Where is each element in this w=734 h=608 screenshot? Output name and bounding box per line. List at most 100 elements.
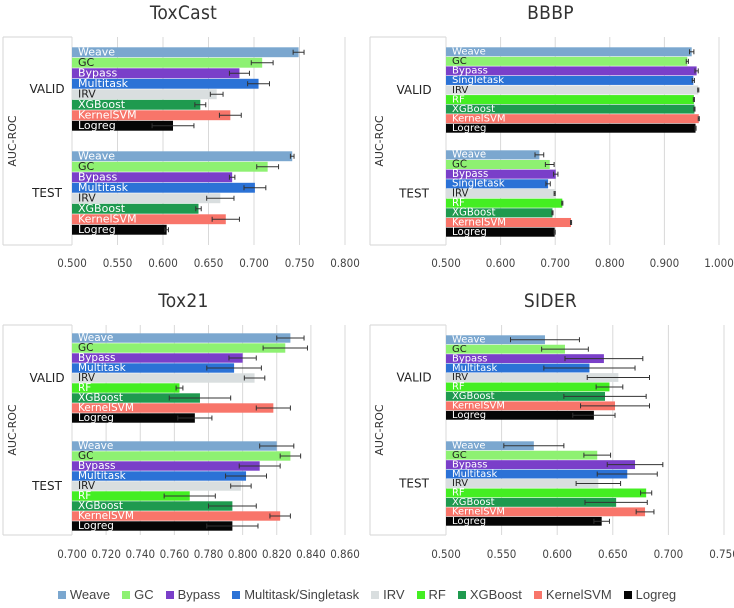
legend-swatch bbox=[165, 590, 174, 599]
bar-label: IRV bbox=[452, 478, 468, 489]
bar-label: Singletask bbox=[452, 75, 504, 86]
bar-bypass bbox=[72, 172, 233, 183]
legend-item-weave: Weave bbox=[57, 587, 110, 602]
bar-label: KernelSVM bbox=[452, 113, 505, 124]
bar-label: Logreg bbox=[452, 516, 486, 527]
bar-rf bbox=[72, 383, 180, 393]
legend-label: GC bbox=[134, 587, 154, 602]
x-tick-label: 0.600 bbox=[148, 256, 178, 270]
y-axis-label: AUC-ROC bbox=[373, 115, 386, 167]
bar-irv bbox=[72, 373, 255, 383]
bar-label: RF bbox=[452, 94, 465, 105]
bar-xgboost bbox=[446, 391, 606, 401]
bar-label: Weave bbox=[78, 440, 113, 452]
y-axis-label: AUC-ROC bbox=[373, 404, 386, 456]
bar-label: Multitask bbox=[78, 77, 129, 90]
legend-swatch bbox=[371, 590, 380, 599]
bar-label: KernelSVM bbox=[78, 109, 137, 122]
bar-logreg bbox=[72, 120, 174, 131]
bar-weave bbox=[446, 441, 534, 451]
x-tick-label: 0.760 bbox=[160, 547, 190, 561]
x-tick-label: 0.600 bbox=[542, 547, 572, 561]
plot-area: 0.500 0.600 0.700 0.800 0.900 1.000 AUC-ROC VAL… bbox=[369, 36, 734, 270]
bar-kernelsvm bbox=[72, 403, 274, 413]
bar-multitask bbox=[72, 182, 255, 193]
bar-xgboost bbox=[446, 497, 617, 507]
bar-label: Logreg bbox=[452, 410, 486, 421]
bar-label: GC bbox=[78, 450, 93, 462]
bar-label: Logreg bbox=[78, 412, 114, 424]
x-tick-label: 1.000 bbox=[704, 256, 734, 270]
bar-weave bbox=[446, 335, 545, 345]
bar-label: Weave bbox=[452, 440, 485, 451]
x-tick-label: 0.600 bbox=[486, 256, 516, 270]
bar-rf bbox=[446, 488, 647, 498]
bar-label: GC bbox=[452, 56, 467, 67]
x-tick-label: 0.780 bbox=[194, 547, 224, 561]
x-tick-label: 0.900 bbox=[650, 256, 680, 270]
bar-label: Weave bbox=[452, 150, 486, 161]
bar-bypass bbox=[72, 68, 240, 79]
bar-label: RF bbox=[452, 488, 465, 499]
bar-label: Weave bbox=[78, 46, 115, 59]
bar-logreg bbox=[446, 410, 594, 420]
legend-swatch bbox=[533, 590, 542, 599]
bar-label: Multitask bbox=[78, 470, 127, 482]
chart-title: ToxCast bbox=[149, 2, 218, 24]
bar-label: XGBoost bbox=[78, 98, 126, 111]
chart-toxcast: ToxCast 0.500 0.550 0.600 0.650 0.700 0.750 0.… bbox=[0, 0, 367, 290]
plot-area: 0.500 0.550 0.600 0.650 0.700 0.750 0.800 AUC-R… bbox=[2, 36, 360, 270]
bar-label: KernelSVM bbox=[78, 213, 137, 226]
x-tick-label: 0.550 bbox=[487, 547, 517, 561]
bar-rf bbox=[446, 382, 610, 392]
legend-item-logreg: Logreg bbox=[623, 587, 676, 602]
bar-label: Multitask bbox=[452, 469, 497, 480]
x-tick-label: 0.700 bbox=[57, 547, 87, 561]
bar-weave bbox=[446, 150, 540, 160]
bar-singletask bbox=[446, 75, 694, 85]
bar-rf bbox=[446, 198, 563, 208]
group-label: VALID bbox=[396, 371, 431, 385]
bar-label: IRV bbox=[78, 88, 96, 101]
bar-weave bbox=[72, 333, 291, 343]
legend-swatch bbox=[416, 590, 425, 599]
bar-label: Bypass bbox=[452, 66, 488, 77]
bar-label: IRV bbox=[78, 372, 96, 384]
bar-kernelsvm bbox=[446, 114, 699, 124]
bar-bypass bbox=[446, 460, 636, 470]
bar-label: GC bbox=[452, 450, 467, 461]
bar-multitask bbox=[72, 363, 235, 373]
bar-gc bbox=[72, 57, 263, 68]
bar-label: XGBoost bbox=[78, 202, 126, 215]
bar-label: Logreg bbox=[78, 520, 114, 532]
bar-xgboost bbox=[72, 203, 199, 214]
legend-item-multitask: Multitask/Singletask bbox=[232, 587, 359, 602]
x-tick-label: 0.500 bbox=[431, 547, 461, 561]
bar-label: IRV bbox=[452, 85, 468, 96]
bar-xgboost bbox=[72, 99, 201, 110]
legend-label: RF bbox=[428, 587, 446, 602]
bar-logreg bbox=[446, 516, 602, 526]
legend-item-gc: GC bbox=[122, 587, 154, 602]
chart-sider: SIDER 0.500 0.550 0.600 0.650 0.700 0.750 AUC-… bbox=[367, 288, 734, 578]
legend-label: KernelSVM bbox=[545, 587, 612, 602]
x-tick-label: 0.650 bbox=[598, 547, 628, 561]
bar-gc bbox=[446, 56, 688, 66]
bar-logreg bbox=[72, 521, 233, 531]
bar-label: Singletask bbox=[452, 179, 505, 190]
group-label: TEST bbox=[31, 186, 63, 200]
x-tick-label: 0.700 bbox=[654, 547, 684, 561]
legend-item-rf: RF bbox=[416, 587, 446, 602]
bar-label: GC bbox=[452, 344, 467, 355]
bar-label: XGBoost bbox=[452, 104, 495, 115]
legend-label: Bypass bbox=[177, 587, 221, 602]
x-tick-label: 0.750 bbox=[285, 256, 315, 270]
bar-kernelsvm bbox=[446, 217, 572, 228]
bar-irv bbox=[446, 188, 555, 199]
legend: Weave GC Bypass Multitask/Singletask IRV… bbox=[0, 587, 734, 602]
bar-kernelsvm bbox=[72, 110, 231, 121]
legend-swatch bbox=[457, 590, 466, 599]
bar-label: Bypass bbox=[78, 460, 115, 472]
bar-label: KernelSVM bbox=[78, 510, 134, 522]
bar-label: XGBoost bbox=[78, 392, 123, 404]
